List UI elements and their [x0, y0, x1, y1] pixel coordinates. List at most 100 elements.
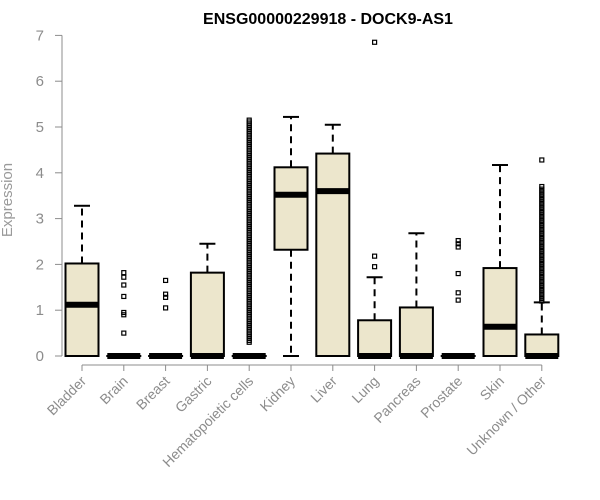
outlier-point: [163, 277, 169, 284]
outlier-point: [455, 241, 461, 247]
outlier-point: [539, 288, 545, 294]
box-body: [189, 271, 225, 358]
box-liver: [315, 123, 351, 357]
outlier-point: [539, 251, 545, 257]
y-tick-label: 5: [36, 119, 44, 136]
outlier-point: [539, 264, 545, 270]
outlier-point: [539, 196, 545, 203]
outlier-point: [539, 238, 545, 244]
x-tick-label: Breast: [133, 373, 173, 413]
outlier-point: [455, 237, 461, 244]
outlier-point: [121, 330, 127, 336]
box-kidney: [273, 115, 309, 357]
outlier-point: [539, 189, 545, 195]
y-axis: 0 1 2 3 4 5 6 7: [36, 27, 63, 365]
box-bladder: [64, 204, 100, 358]
outlier-point: [539, 191, 545, 197]
outlier-point: [539, 248, 545, 255]
outlier-point: [539, 275, 545, 281]
outlier-point: [539, 212, 545, 218]
outlier-point: [455, 290, 461, 296]
outlier-point: [539, 262, 545, 268]
outlier-point: [539, 243, 545, 249]
outlier-point: [539, 220, 545, 226]
outlier-point: [455, 244, 461, 250]
box-body: [524, 333, 560, 357]
box-pancreas: [398, 232, 434, 359]
outlier-point: [121, 274, 127, 280]
outlier-point: [539, 256, 545, 263]
outlier-point: [539, 285, 545, 291]
outlier-point: [372, 264, 378, 270]
outlier-point: [539, 254, 545, 260]
y-tick-label: 1: [36, 302, 44, 319]
outlier-point: [539, 157, 545, 163]
x-tick-label: Kidney: [257, 373, 299, 415]
outlier-point: [372, 253, 378, 259]
box-hematopoietic-cells: [231, 117, 267, 359]
outlier-point: [539, 209, 545, 216]
outlier-point: [539, 207, 545, 213]
outlier-point: [539, 217, 545, 223]
box-brain: [106, 270, 142, 359]
outlier-point: [539, 295, 545, 302]
x-tick-label: Unknown / Other: [463, 373, 549, 459]
outlier-point: [163, 294, 169, 300]
outlier-point: [539, 183, 545, 190]
outlier-point: [539, 241, 545, 247]
y-tick-label: 4: [36, 165, 44, 182]
outlier-point: [539, 272, 545, 278]
outlier-point: [539, 202, 545, 208]
outlier-point: [539, 269, 545, 276]
outlier-point: [539, 199, 545, 205]
outlier-point: [455, 270, 461, 277]
outlier-point: [372, 39, 378, 45]
outlier-point: [539, 235, 545, 242]
box-prostate: [440, 237, 476, 359]
outlier-point: [539, 222, 545, 229]
outlier-point: [539, 246, 545, 252]
outlier-point: [539, 259, 545, 265]
x-tick-label: Brain: [96, 373, 130, 407]
outlier-point: [121, 309, 127, 316]
chart-title: ENSG00000229918 - DOCK9-AS1: [203, 11, 453, 28]
outlier-point: [539, 267, 545, 273]
outlier-point: [539, 225, 545, 231]
outlier-point: [246, 117, 252, 123]
outlier-point: [539, 233, 545, 239]
outlier-point: [539, 194, 545, 200]
outlier-point: [539, 277, 545, 283]
outlier-point: [539, 298, 545, 304]
x-tick-label: Liver: [307, 373, 340, 406]
outlier-point: [539, 280, 545, 286]
box-unknown-other: [524, 157, 560, 359]
y-tick-label: 2: [36, 256, 44, 273]
outlier-point: [539, 204, 545, 210]
y-tick-label: 0: [36, 348, 44, 365]
y-tick-label: 6: [36, 73, 44, 90]
outlier-point: [539, 290, 545, 296]
x-tick-label: Bladder: [44, 373, 90, 419]
outlier-point: [163, 305, 169, 311]
outlier-point: [539, 186, 545, 192]
box-body: [398, 306, 434, 357]
outlier-point: [163, 291, 169, 297]
box-lung: [357, 39, 393, 359]
box-body: [273, 166, 309, 251]
outlier-point: [539, 215, 545, 221]
box-skin: [482, 164, 518, 357]
box-body: [482, 267, 518, 357]
outlier-point: [121, 270, 127, 276]
box-body: [64, 262, 100, 358]
y-tick-label: 3: [36, 211, 44, 228]
outlier-point: [455, 297, 461, 303]
y-tick-label: 7: [36, 27, 44, 44]
box-body: [315, 152, 351, 357]
outlier-point: [121, 293, 127, 300]
outlier-point: [539, 228, 545, 234]
outlier-point: [539, 293, 545, 299]
x-tick-label: Prostate: [417, 373, 465, 421]
box-series: [64, 39, 560, 359]
